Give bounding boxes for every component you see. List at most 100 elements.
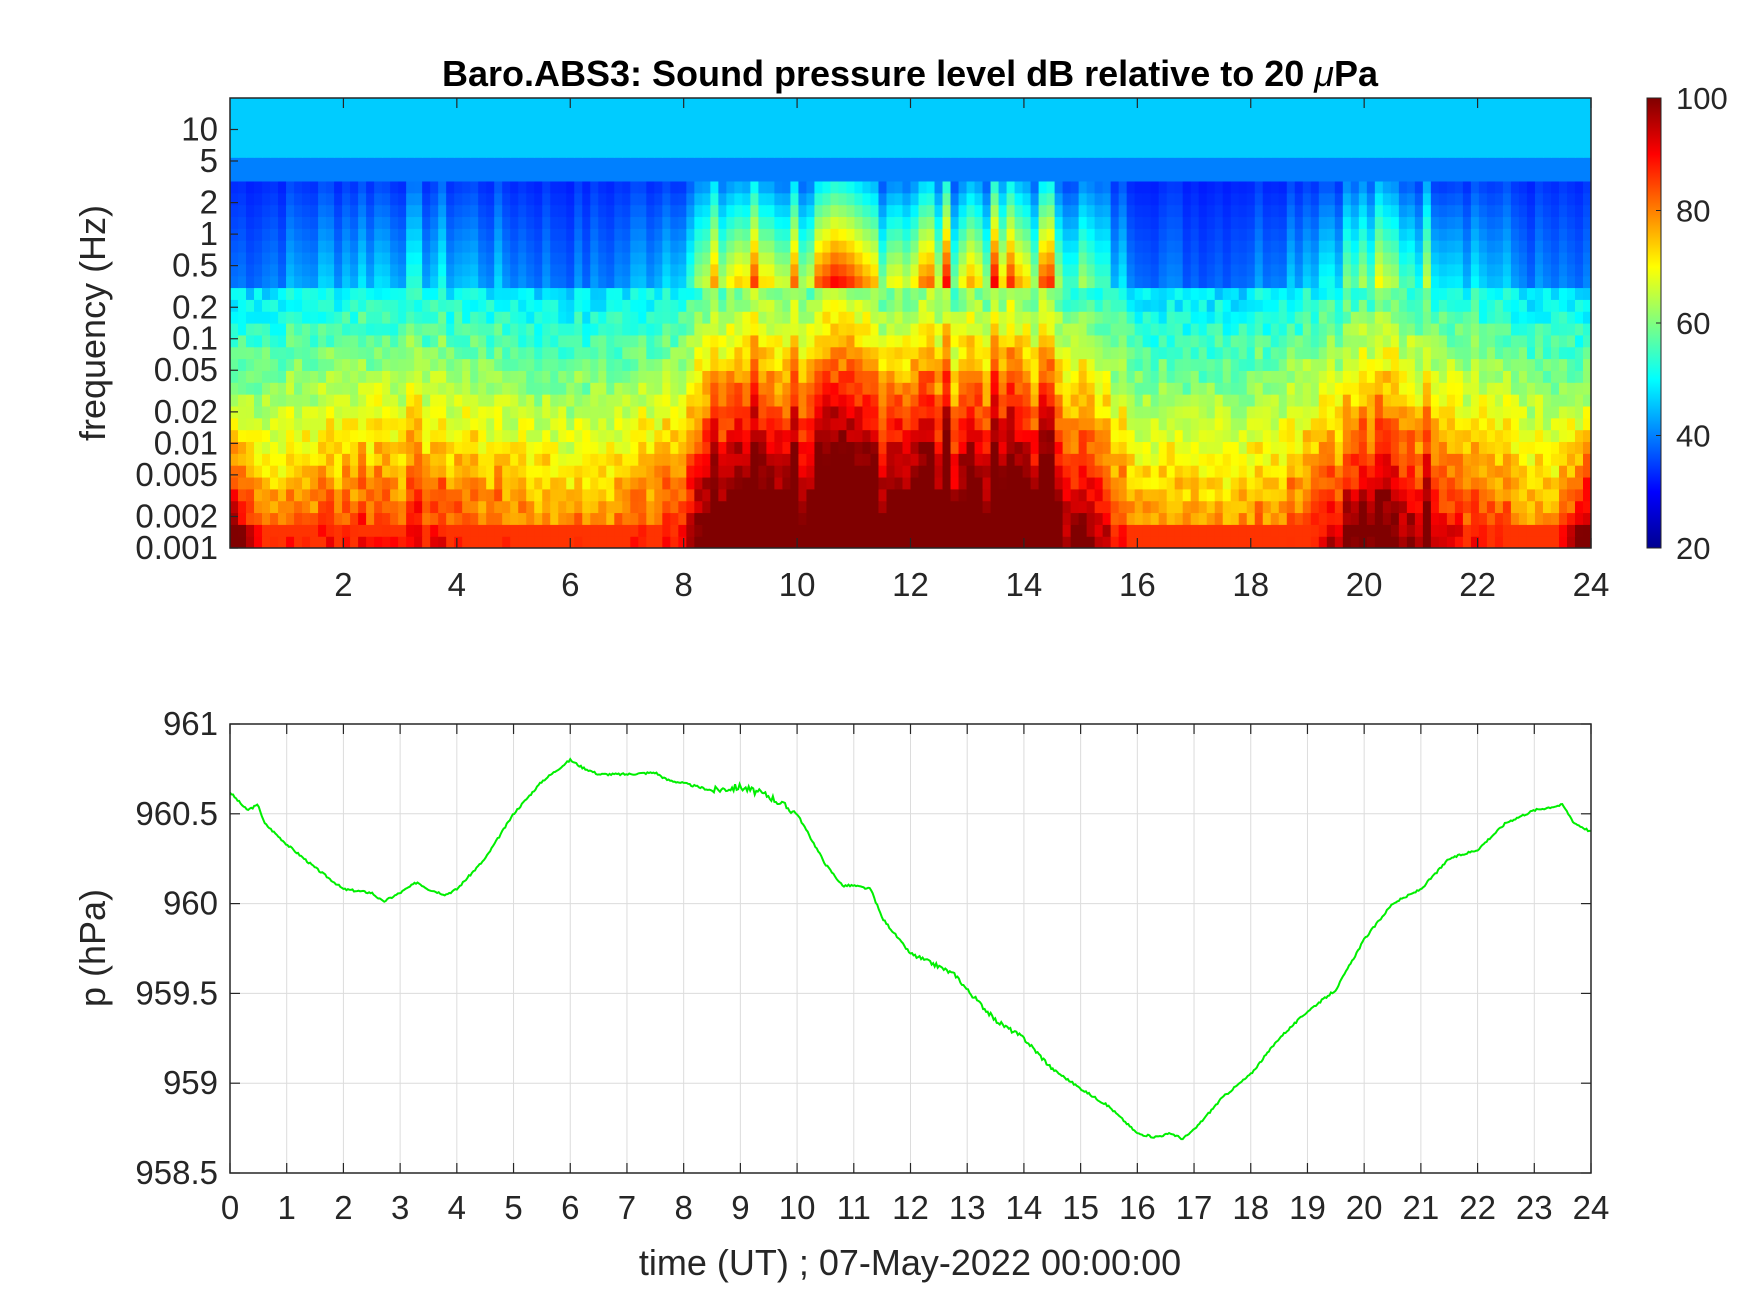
heatmap-cell: [614, 382, 623, 395]
heatmap-cell: [470, 263, 479, 277]
heatmap-cell: [1374, 334, 1384, 348]
heatmap-cell: [1238, 251, 1248, 265]
heatmap-cell: [1462, 500, 1472, 514]
heatmap-cell: [790, 346, 800, 360]
heatmap-cell: [430, 216, 439, 229]
heatmap-cell: [646, 228, 655, 241]
heatmap-cell: [582, 192, 591, 206]
heatmap-cell: [1062, 275, 1072, 289]
heatmap-cell: [470, 251, 479, 265]
heatmap-cell: [230, 251, 239, 265]
heatmap-cell: [1326, 394, 1336, 407]
heatmap-cell: [326, 394, 335, 407]
heatmap-cell: [726, 311, 735, 324]
heatmap-cell: [438, 524, 447, 537]
heatmap-cell: [910, 251, 920, 265]
heatmap-cell: [1214, 370, 1224, 383]
heatmap-cell: [1374, 441, 1384, 454]
heatmap-cell: [414, 251, 423, 265]
heatmap-cell: [438, 512, 447, 525]
heatmap-cell: [982, 394, 992, 407]
heatmap-cell: [1166, 370, 1176, 383]
heatmap-cell: [694, 334, 703, 348]
heatmap-cell: [1430, 465, 1440, 478]
heatmap-cell: [734, 204, 743, 218]
heatmap-cell: [1414, 240, 1424, 253]
heatmap-cell: [294, 417, 303, 431]
heatmap-cell: [806, 500, 816, 514]
heatmap-cell: [1398, 228, 1408, 241]
heatmap-cell: [278, 287, 287, 300]
heatmap-cell: [830, 216, 840, 229]
heatmap-cell: [654, 358, 663, 371]
heatmap-cell: [614, 394, 623, 407]
heatmap-cell: [926, 216, 936, 229]
heatmap-cell: [1054, 465, 1064, 478]
heatmap-cell: [494, 476, 503, 490]
heatmap-cell: [1206, 323, 1216, 336]
heatmap-cell: [662, 251, 671, 265]
heatmap-cell: [734, 536, 743, 548]
heatmap-cell: [950, 358, 960, 371]
heatmap-cell: [1238, 216, 1248, 229]
heatmap-cell: [1558, 441, 1568, 454]
heatmap-cell: [782, 263, 792, 277]
heatmap-cell: [294, 465, 303, 478]
heatmap-cell: [414, 323, 423, 336]
heatmap-cell: [358, 358, 367, 371]
heatmap-cell: [1126, 346, 1136, 360]
heatmap-cell: [582, 382, 591, 395]
heatmap-cell: [806, 429, 816, 443]
heatmap-cell: [654, 346, 663, 360]
heatmap-cell: [246, 346, 255, 360]
heatmap-cell: [894, 465, 904, 478]
heatmap-cell: [974, 323, 984, 336]
heatmap-cell: [1470, 429, 1480, 443]
heatmap-cell: [1270, 275, 1280, 289]
heatmap-cell: [582, 441, 591, 454]
heatmap-cell: [774, 287, 784, 300]
heatmap-cell: [758, 488, 767, 502]
heatmap-cell: [1422, 441, 1432, 454]
heatmap-cell: [358, 512, 367, 525]
heatmap-cell: [1286, 394, 1296, 407]
heatmap-cell: [542, 311, 551, 324]
heatmap-cell: [918, 334, 928, 348]
heatmap-cell: [1286, 334, 1296, 348]
heatmap-cell: [1158, 263, 1168, 277]
heatmap-cell: [1310, 240, 1320, 253]
heatmap-cell: [1174, 228, 1184, 241]
heatmap-cell: [974, 275, 984, 289]
heatmap-cell: [342, 417, 351, 431]
heatmap-cell: [982, 370, 992, 383]
heatmap-cell: [1062, 216, 1072, 229]
heatmap-cell: [870, 299, 880, 312]
heatmap-cell: [718, 465, 727, 478]
heatmap-cell: [342, 358, 351, 371]
heatmap-cell: [406, 216, 415, 229]
heatmap-cell: [398, 476, 407, 490]
heatmap-cell: [1118, 240, 1128, 253]
heatmap-cell: [534, 441, 543, 454]
heatmap-cell: [238, 488, 247, 502]
heatmap-cell: [598, 382, 607, 395]
heatmap-cell: [1134, 524, 1144, 537]
heatmap-cell: [758, 323, 767, 336]
heatmap-cell: [462, 394, 471, 407]
heatmap-cell: [1582, 382, 1591, 395]
heatmap-cell: [1094, 417, 1104, 431]
heatmap-cell: [1406, 287, 1416, 300]
heatmap-cell: [694, 275, 703, 289]
heatmap-cell: [358, 465, 367, 478]
heatmap-cell: [1150, 240, 1160, 253]
heatmap-cell: [1558, 346, 1568, 360]
heatmap-cell: [1230, 453, 1240, 466]
heatmap-cell: [1550, 311, 1560, 324]
heatmap-cell: [1494, 251, 1504, 265]
heatmap-cell: [918, 323, 928, 336]
heatmap-cell: [678, 488, 687, 502]
heatmap-cell: [1270, 240, 1280, 253]
heatmap-cell: [566, 228, 575, 241]
heatmap-cell: [638, 251, 647, 265]
heatmap-cell: [1158, 311, 1168, 324]
